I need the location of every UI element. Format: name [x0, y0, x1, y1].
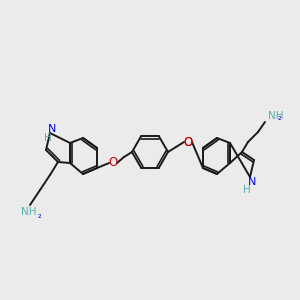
- Text: H: H: [44, 133, 52, 143]
- Text: N: N: [248, 177, 256, 187]
- Text: O: O: [108, 157, 118, 169]
- Text: O: O: [183, 136, 193, 148]
- Text: O: O: [183, 136, 193, 148]
- Text: NH: NH: [268, 111, 283, 121]
- Text: ₂: ₂: [277, 113, 281, 122]
- Text: ₂: ₂: [37, 211, 41, 220]
- Text: NH: NH: [21, 207, 37, 217]
- Text: N: N: [48, 124, 56, 134]
- Text: H: H: [243, 185, 251, 195]
